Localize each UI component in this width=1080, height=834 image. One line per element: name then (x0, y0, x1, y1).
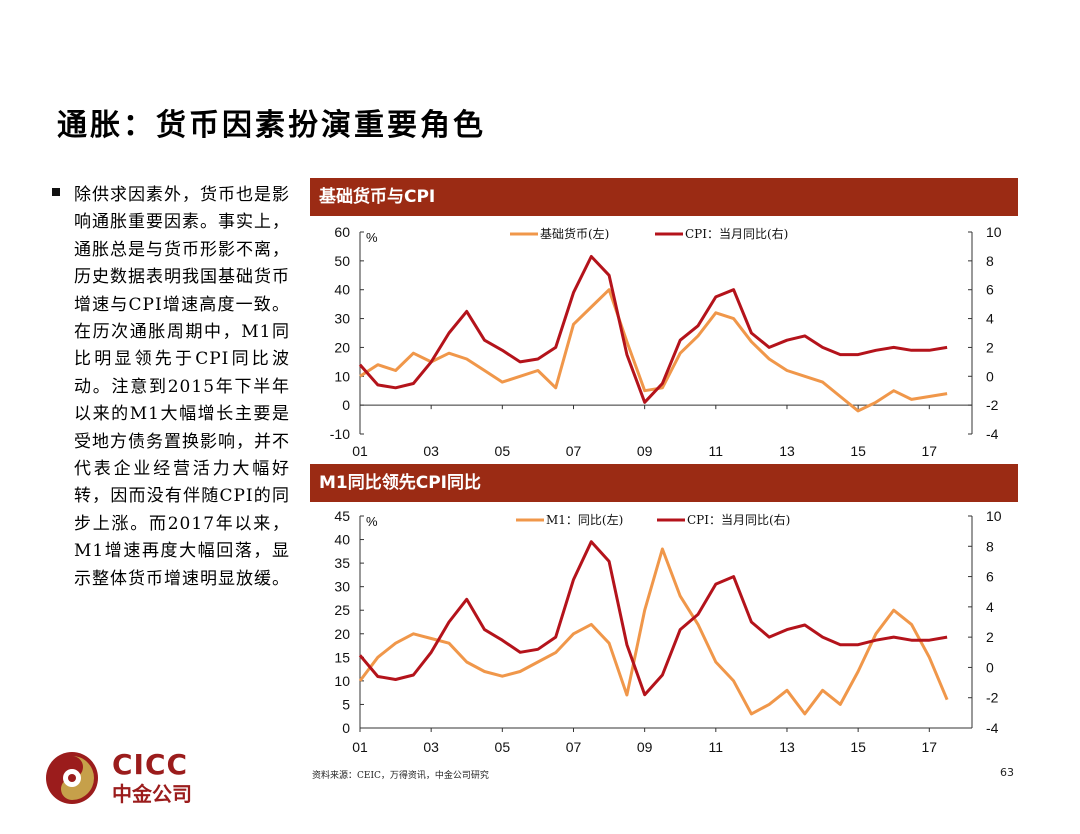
y-left-tick-label: 40 (334, 282, 350, 298)
source-note: 资料来源：CEIC，万得资讯，中金公司研究 (312, 771, 489, 781)
y-right-tick-label: 4 (986, 599, 994, 615)
y-left-tick-label: 20 (334, 626, 350, 642)
x-tick-label: 15 (850, 739, 866, 755)
logo-chinese: 中金公司 (112, 782, 192, 806)
bullet-text: 除供求因素外，货币也是影响通胀重要因素。事实上，通胀总是与货币形影不离，历史数据… (74, 185, 290, 589)
y-left-tick-label: 15 (334, 649, 350, 665)
y-left-unit: % (366, 514, 378, 529)
x-tick-label: 05 (495, 739, 511, 755)
y-left-tick-label: 0 (342, 720, 350, 736)
y-left-tick-label: 45 (334, 508, 350, 524)
x-tick-label: 01 (352, 443, 368, 459)
y-left-unit: % (366, 230, 378, 245)
x-tick-label: 01 (352, 739, 368, 755)
y-left-tick-label: 35 (334, 555, 350, 571)
y-left-tick-label: 40 (334, 532, 350, 548)
series-line-right (358, 255, 948, 404)
y-right-tick-label: 2 (986, 629, 994, 645)
x-tick-label: 03 (423, 739, 439, 755)
y-left-tick-label: 0 (342, 397, 350, 413)
x-tick-label: 09 (637, 739, 653, 755)
page-number: 63 (1000, 766, 1014, 779)
x-tick-label: 13 (779, 443, 795, 459)
y-right-tick-label: -2 (986, 690, 999, 706)
y-right-tick-label: 6 (986, 282, 994, 298)
x-tick-label: 07 (566, 739, 582, 755)
legend-label: 基础货币(左) (540, 226, 609, 241)
y-right-tick-label: 0 (986, 659, 994, 675)
x-tick-label: 17 (922, 739, 938, 755)
cicc-logo: CICC 中金公司 (44, 748, 204, 808)
y-left-tick-label: 60 (334, 224, 350, 240)
x-tick-label: 11 (709, 443, 724, 459)
y-left-tick-label: 30 (334, 311, 350, 327)
page-title: 通胀：货币因素扮演重要角色 (57, 108, 486, 143)
y-right-tick-label: 8 (986, 538, 994, 554)
legend-label: M1：同比(左) (546, 512, 623, 527)
y-left-tick-label: 5 (342, 696, 350, 712)
y-left-tick-label: 30 (334, 579, 350, 595)
x-tick-label: 13 (779, 739, 795, 755)
y-left-tick-label: 50 (334, 253, 350, 269)
x-tick-label: 09 (637, 443, 653, 459)
x-tick-label: 11 (709, 739, 724, 755)
y-right-tick-label: -2 (986, 397, 999, 413)
y-left-tick-label: 10 (334, 673, 350, 689)
x-tick-label: 05 (495, 443, 511, 459)
y-right-tick-label: -4 (986, 720, 999, 736)
chart-1-title: 基础货币与CPI (310, 178, 1018, 216)
y-left-tick-label: 25 (334, 602, 350, 618)
y-left-tick-label: -10 (330, 426, 350, 442)
y-right-tick-label: -4 (986, 426, 999, 442)
series-line-left (359, 288, 948, 413)
y-right-tick-label: 10 (986, 224, 1002, 240)
y-right-tick-label: 4 (986, 311, 994, 327)
y-left-tick-label: 20 (334, 339, 350, 355)
x-tick-label: 03 (423, 443, 439, 459)
series-line-left (358, 547, 949, 716)
logo-latin: CICC (112, 748, 189, 781)
y-right-tick-label: 6 (986, 569, 994, 585)
y-left-tick-label: 10 (334, 368, 350, 384)
y-right-tick-label: 8 (986, 253, 994, 269)
x-tick-label: 17 (922, 443, 938, 459)
legend-label: CPI：当月同比(右) (687, 512, 790, 527)
cicc-emblem-icon (46, 752, 98, 804)
y-right-tick-label: 0 (986, 368, 994, 384)
x-tick-label: 15 (850, 443, 866, 459)
chart-2-title: M1同比领先CPI同比 (310, 464, 1018, 502)
bullet-square-icon (52, 188, 60, 196)
y-right-tick-label: 2 (986, 339, 994, 355)
series-line-right (358, 540, 948, 697)
legend-label: CPI：当月同比(右) (685, 226, 788, 241)
x-tick-label: 07 (566, 443, 582, 459)
y-right-tick-label: 10 (986, 508, 1002, 524)
